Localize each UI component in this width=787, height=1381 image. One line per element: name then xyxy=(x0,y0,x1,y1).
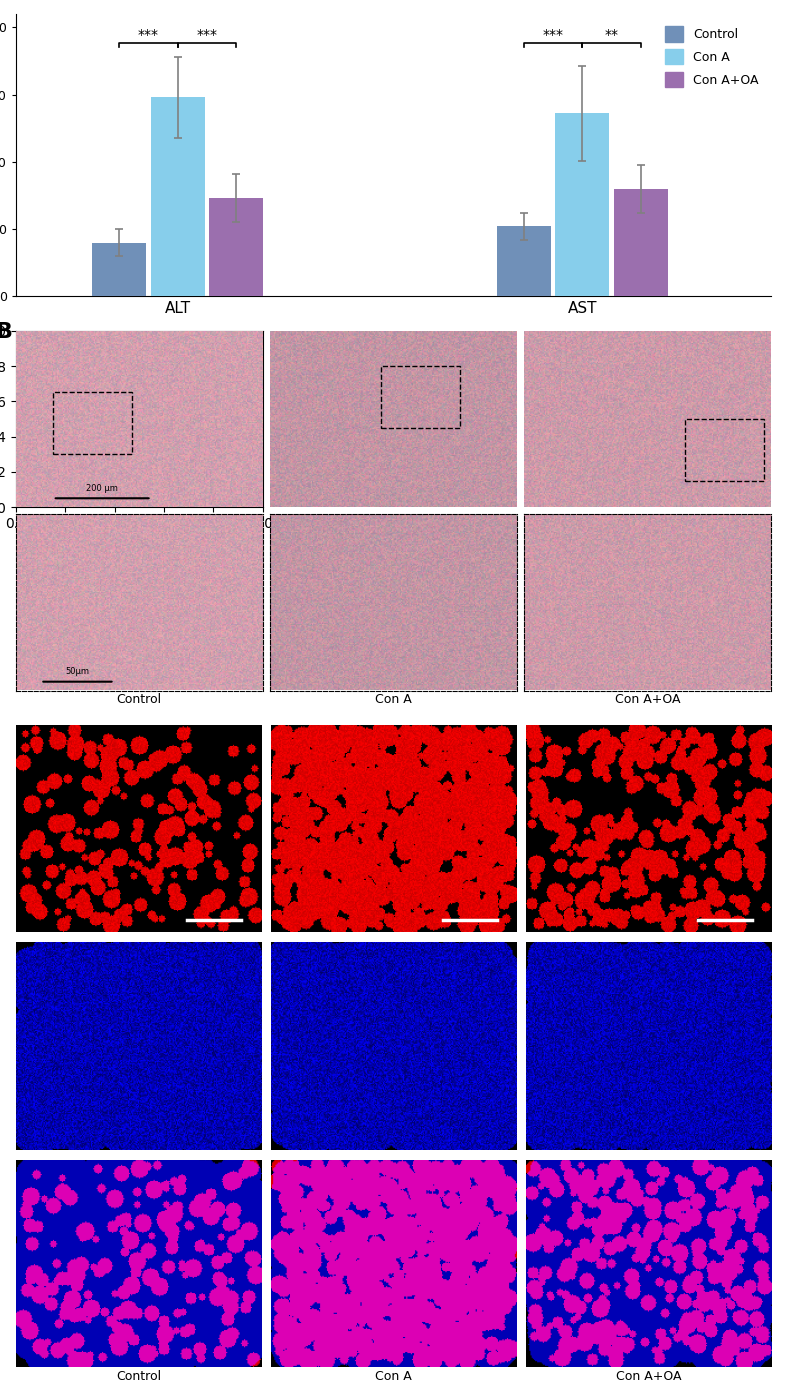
X-axis label: Control: Control xyxy=(116,693,162,706)
Bar xyxy=(92,243,146,297)
Text: 50μm: 50μm xyxy=(65,667,90,677)
Bar xyxy=(151,97,205,297)
Text: **: ** xyxy=(604,28,619,41)
Text: 200 μm: 200 μm xyxy=(87,483,118,493)
X-axis label: Control: Control xyxy=(116,1370,161,1381)
X-axis label: Con A+OA: Con A+OA xyxy=(616,1370,682,1381)
Text: ***: *** xyxy=(197,28,217,41)
Bar xyxy=(497,226,551,297)
Bar xyxy=(614,189,667,297)
Text: ***: *** xyxy=(138,28,159,41)
X-axis label: Con A: Con A xyxy=(375,1370,412,1381)
Text: B: B xyxy=(0,322,13,342)
Text: ***: *** xyxy=(543,28,563,41)
Bar xyxy=(556,113,609,297)
Legend: Control, Con A, Con A+OA: Control, Con A, Con A+OA xyxy=(658,21,765,94)
X-axis label: Con A: Con A xyxy=(375,693,412,706)
X-axis label: Con A+OA: Con A+OA xyxy=(615,693,681,706)
Bar xyxy=(209,199,263,297)
